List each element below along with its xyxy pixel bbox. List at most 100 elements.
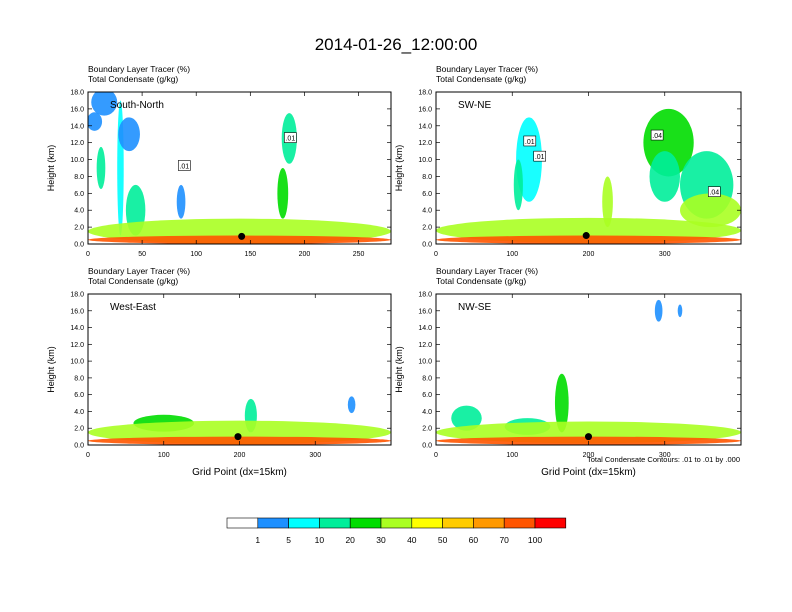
contour-label: .01: [525, 139, 535, 146]
tracer-blob: [649, 151, 680, 202]
contour-label-box: [533, 150, 547, 162]
y-tick-label: 14.0: [70, 123, 84, 130]
main-title: 2014-01-26_12:00:00: [315, 35, 478, 54]
colorbar-swatch: [288, 517, 320, 529]
colorbar-label: 30: [376, 535, 386, 545]
y-axis-label: Height (km): [46, 145, 56, 192]
y-tick-label: 14.0: [70, 325, 84, 332]
x-tick-label: 300: [659, 251, 671, 258]
y-axis-label: Height (km): [394, 346, 404, 393]
tracer-blob: [91, 92, 118, 116]
y-tick-label: 16.0: [418, 308, 432, 315]
panel-subtitle: Total Condensate (g/kg): [88, 74, 178, 84]
x-tick-label: 250: [353, 251, 365, 258]
y-tick-label: 12.0: [70, 342, 84, 349]
y-axis-label: Height (km): [394, 145, 404, 192]
tracer-field: [436, 108, 741, 244]
location-marker: [582, 232, 590, 240]
contour-label-box: [178, 160, 191, 171]
y-tick-label: 4.0: [422, 409, 432, 416]
contour-label: .04: [652, 133, 662, 140]
plot-frame: [87, 91, 392, 245]
tracer-blob: [680, 193, 741, 228]
y-tick-label: 14.0: [418, 325, 432, 332]
colorbar-swatch: [534, 517, 567, 529]
y-tick-label: 16.0: [418, 106, 432, 113]
y-tick-label: 10.0: [70, 359, 84, 366]
x-tick-label: 100: [506, 452, 518, 459]
y-tick-label: 6.0: [74, 392, 84, 399]
x-tick-label: 0: [434, 251, 438, 258]
contour-label: .01: [285, 136, 295, 143]
tracer-blob: [513, 159, 523, 211]
contour-label-box: [650, 129, 664, 141]
contour-label: .01: [535, 154, 545, 161]
x-tick-label: 100: [506, 251, 518, 258]
tracer-blob: [347, 396, 356, 414]
tracer-blob: [654, 299, 663, 322]
panel-sw-ne: Boundary Layer Tracer (%)Total Condensat…: [394, 64, 742, 258]
colorbar-swatch: [380, 517, 413, 529]
y-tick-label: 18.0: [418, 90, 432, 97]
tracer-blob: [88, 235, 391, 244]
y-tick-label: 12.0: [418, 140, 432, 147]
y-tick-label: 0.0: [422, 443, 432, 450]
panel-subtitle: Total Condensate (g/kg): [436, 276, 526, 286]
y-tick-label: 6.0: [422, 191, 432, 198]
colorbar-swatch: [319, 517, 351, 529]
x-tick-label: 200: [583, 251, 595, 258]
tracer-blob: [88, 112, 103, 131]
x-tick-label: 100: [158, 452, 170, 459]
colorbar-swatch: [473, 517, 505, 529]
contour-label: .01: [179, 163, 189, 170]
x-tick-label: 300: [309, 452, 321, 459]
location-marker: [585, 433, 592, 441]
y-tick-label: 16.0: [70, 106, 84, 113]
colorbar-swatch: [257, 517, 289, 529]
location-marker: [234, 433, 242, 441]
y-axis-label: Height (km): [46, 346, 56, 393]
y-tick-label: 2.0: [74, 225, 84, 232]
y-tick-label: 10.0: [418, 157, 432, 164]
y-tick-label: 12.0: [418, 342, 432, 349]
panel-subtitle: Boundary Layer Tracer (%): [436, 266, 538, 276]
tracer-field: [436, 299, 741, 445]
panel-label: West-East: [110, 302, 156, 313]
y-tick-label: 8.0: [422, 375, 432, 382]
x-tick-label: 200: [234, 452, 246, 459]
y-tick-label: 0.0: [74, 443, 84, 450]
y-tick-label: 18.0: [418, 292, 432, 299]
panel-label: NW-SE: [458, 302, 491, 313]
y-tick-label: 4.0: [74, 208, 84, 215]
tracer-blob: [451, 405, 482, 431]
x-tick-label: 200: [583, 452, 595, 459]
location-marker: [238, 232, 246, 240]
panel-label: South-North: [110, 100, 164, 111]
panel-west-east: Boundary Layer Tracer (%)Total Condensat…: [46, 266, 392, 478]
panel-label: SW-NE: [458, 100, 491, 111]
colorbar-swatch: [411, 517, 443, 529]
panels-group: Boundary Layer Tracer (%)Total Condensat…: [46, 64, 742, 478]
contour-label: .04: [709, 190, 719, 197]
tracer-blob: [96, 146, 106, 190]
y-tick-label: 8.0: [74, 375, 84, 382]
y-tick-label: 2.0: [422, 426, 432, 433]
tracer-blob: [277, 168, 289, 219]
contour-info-text: Total Condensate Contours: .01 to .01 by…: [587, 455, 740, 464]
colorbar-label: 50: [438, 535, 448, 545]
tracer-blob: [677, 304, 683, 318]
y-tick-label: 2.0: [422, 225, 432, 232]
panel-subtitle: Total Condensate (g/kg): [436, 74, 526, 84]
colorbar-swatch: [226, 517, 259, 529]
y-tick-label: 8.0: [422, 174, 432, 181]
panel-nw-se: Boundary Layer Tracer (%)Total Condensat…: [394, 266, 742, 478]
colorbar-label: 20: [345, 535, 355, 545]
x-tick-label: 0: [434, 452, 438, 459]
colorbar-label: 100: [528, 535, 542, 545]
colorbar-swatch: [349, 517, 382, 529]
y-tick-label: 8.0: [74, 174, 84, 181]
colorbar-label: 40: [407, 535, 417, 545]
x-tick-label: 150: [244, 251, 256, 258]
y-tick-label: 6.0: [74, 191, 84, 198]
